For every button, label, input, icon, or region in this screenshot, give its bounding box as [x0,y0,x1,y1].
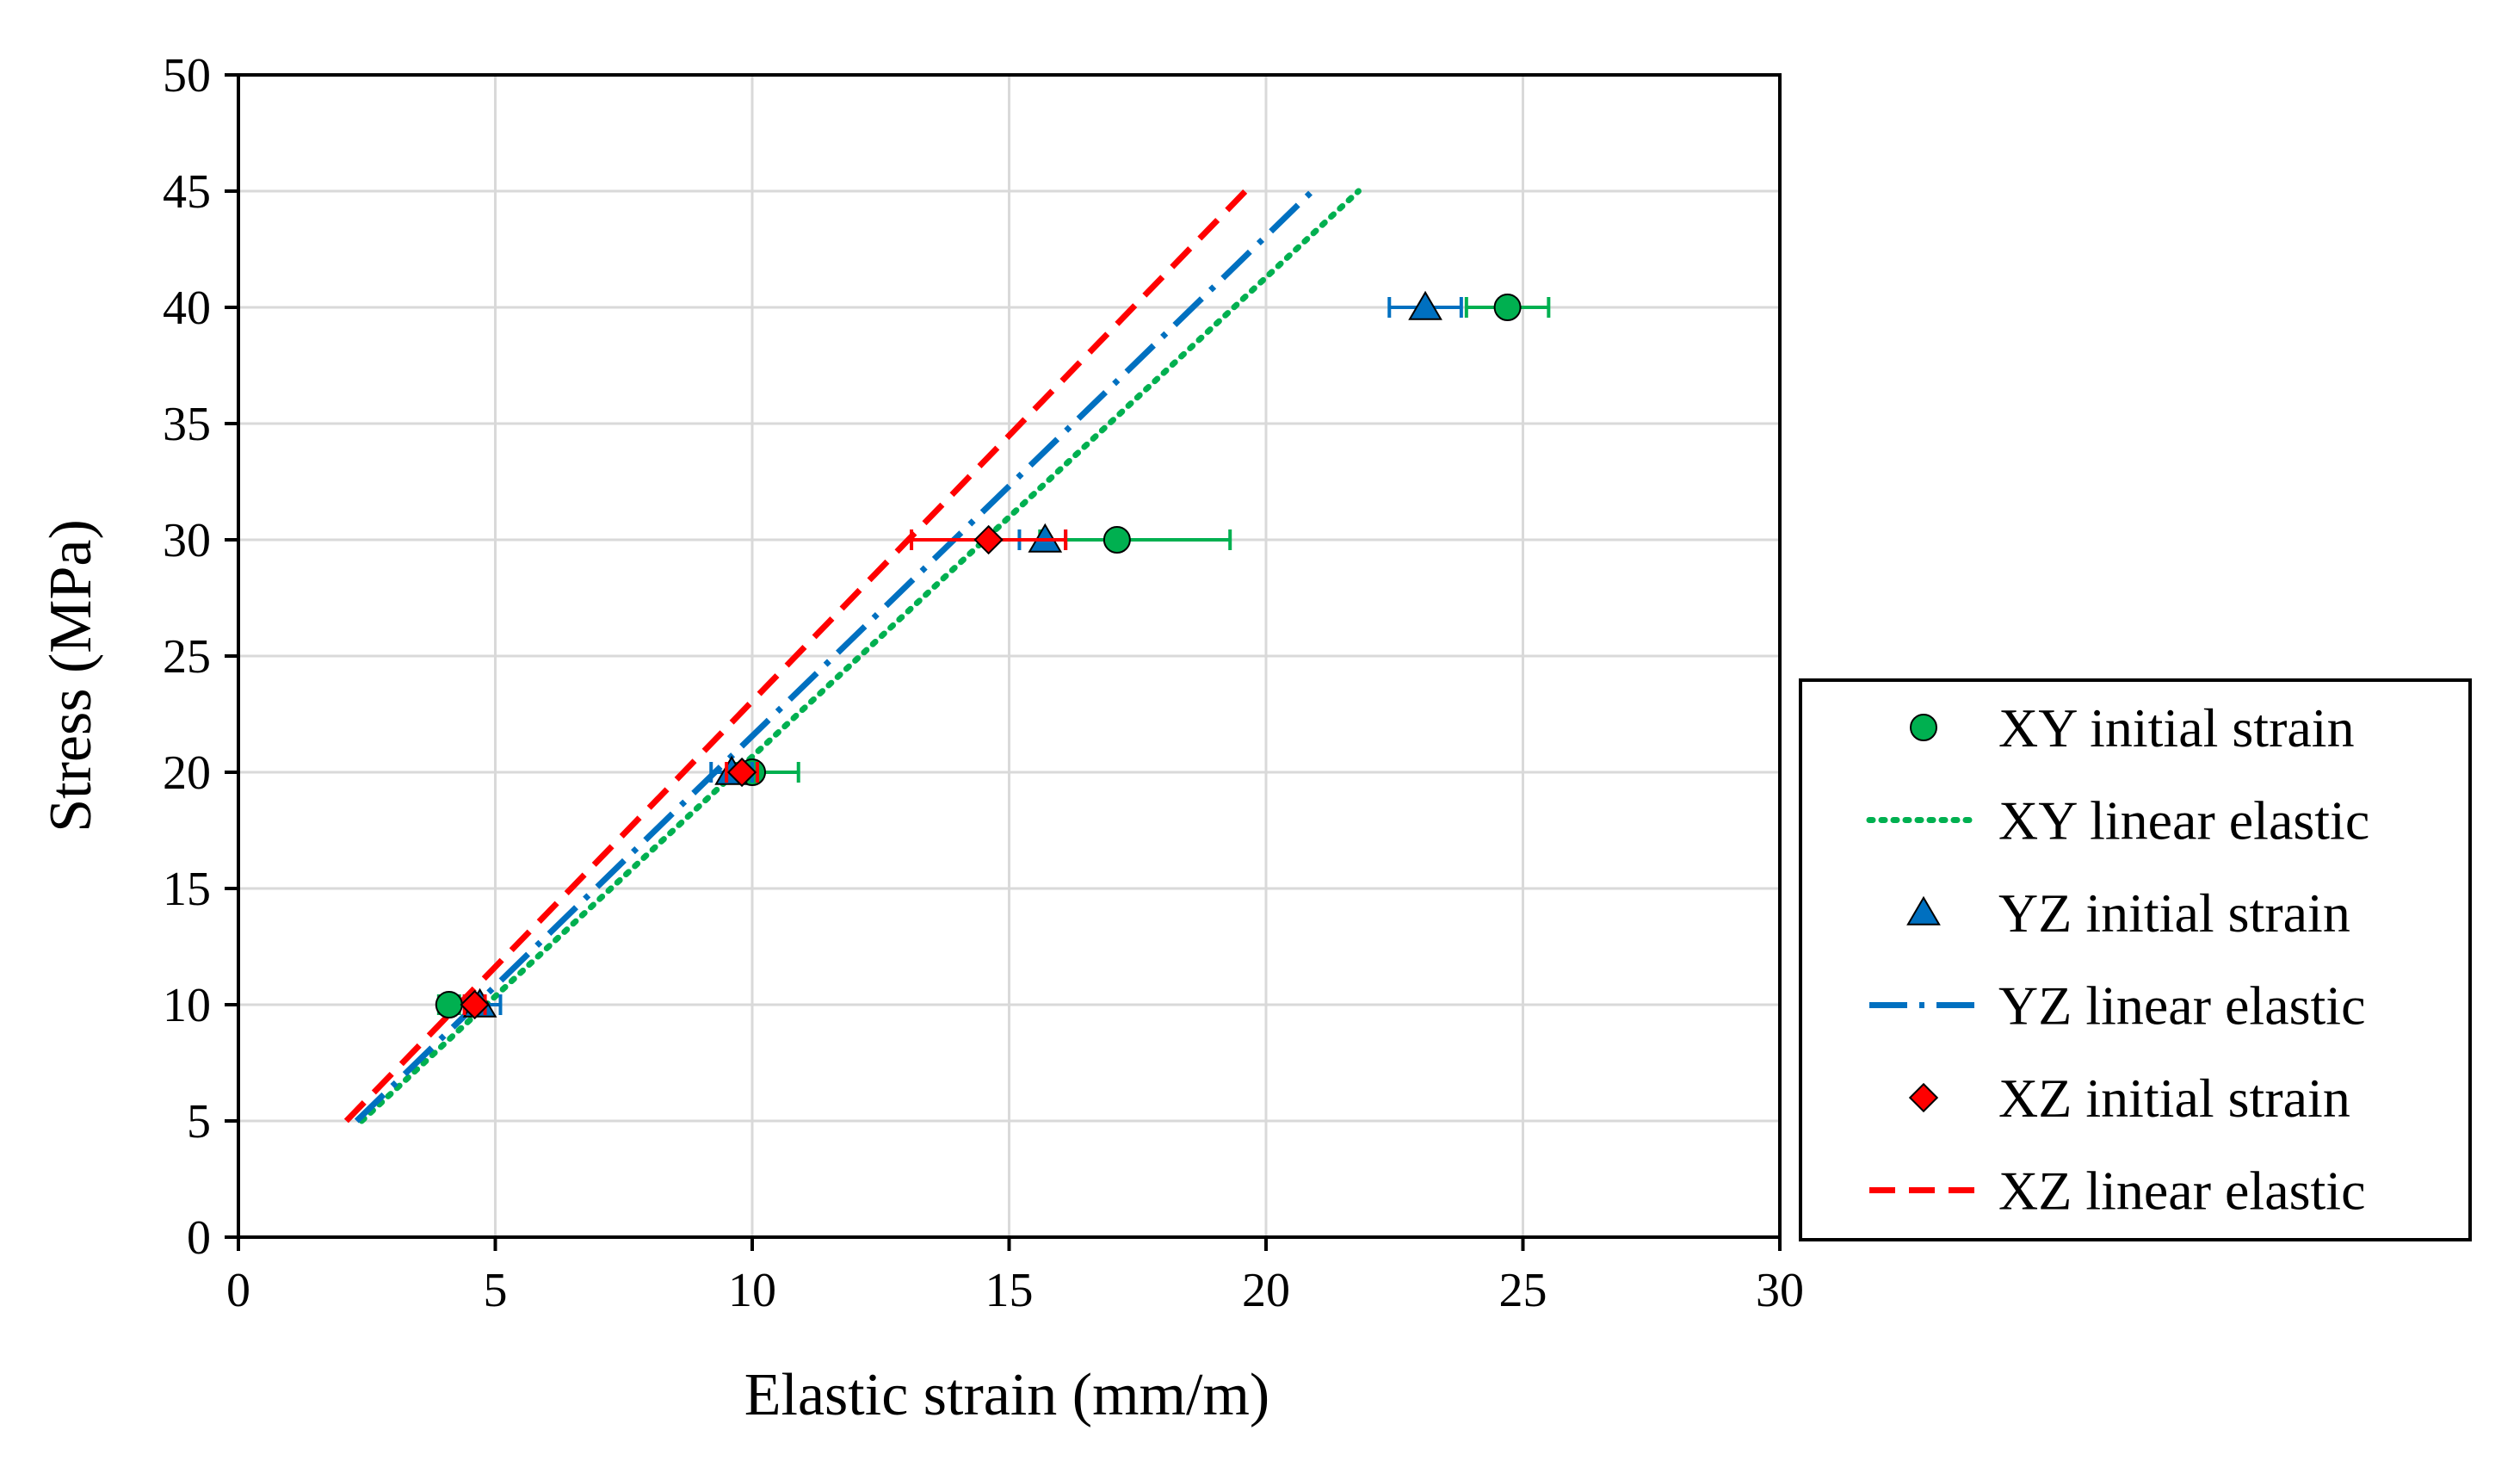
x-tick-label: 30 [1756,1264,1804,1317]
legend-item-xy-initial-strain: XY initial strain [1910,697,2355,758]
series-lines [343,188,1362,1124]
y-tick-label: 20 [163,746,211,800]
legend-label-yz-initial-strain: YZ initial strain [1998,882,2350,944]
y-tick-label: 40 [163,282,211,335]
y-tick-label: 10 [163,979,211,1032]
xy-initial-strain-marker [1493,294,1522,321]
x-axis-ticks: 0 5 10 15 20 25 30 [226,1237,1804,1317]
legend-item-xy-linear-elastic: XY linear elastic [1866,790,2369,851]
y-tick-label: 25 [163,630,211,684]
y-tick-label: 0 [187,1211,211,1265]
xy-initial-strain-point [1464,294,1551,321]
xy-initial-strain-marker [435,991,463,1018]
xz-initial-strain-point [910,524,1068,555]
legend-label-xz-initial-strain: XZ initial strain [1998,1068,2350,1129]
xz-initial-strain-marker [460,989,490,1020]
yz-initial-strain-marker [1408,290,1442,320]
legend-item-yz-initial-strain: YZ initial strain [1906,882,2350,944]
legend-label-yz-linear-elastic: YZ linear elastic [1998,975,2365,1037]
xz-linear-elastic-line [343,189,1248,1124]
y-axis-ticks: 0 5 10 15 20 25 30 35 40 45 50 [163,49,238,1265]
legend-swatch-xy-initial-strain [1910,714,1937,741]
x-tick-label: 0 [226,1264,250,1317]
legend-item-xz-linear-elastic: XZ linear elastic [1869,1161,2365,1222]
x-tick-label: 20 [1242,1264,1290,1317]
x-tick-label: 15 [985,1264,1034,1317]
xy-initial-strain-marker [1102,526,1131,554]
legend-item-yz-linear-elastic: YZ linear elastic [1869,975,2365,1037]
xy-linear-elastic-line [358,188,1362,1124]
x-tick-label: 25 [1499,1264,1547,1317]
xz-initial-strain-point [725,757,759,788]
y-tick-label: 30 [163,514,211,567]
legend-label-xz-linear-elastic: XZ linear elastic [1998,1161,2365,1222]
series-markers [435,290,1551,1020]
xy-initial-strain-point [1038,526,1232,554]
y-axis-title: Stress (MPa) [38,519,104,833]
legend-swatch-xz-initial-strain [1908,1082,1939,1113]
y-tick-label: 50 [163,49,211,102]
xz-initial-strain-marker [973,524,1004,555]
legend-label-xy-initial-strain: XY initial strain [1998,697,2355,758]
x-tick-label: 10 [728,1264,776,1317]
legend-box [1799,678,2472,1241]
y-tick-label: 5 [187,1095,211,1148]
y-tick-label: 45 [163,165,211,219]
legend-swatch-yz-initial-strain [1906,895,1941,926]
y-tick-label: 35 [163,398,211,451]
x-tick-label: 5 [484,1264,508,1317]
xz-initial-strain-point [460,989,490,1020]
yz-linear-elastic-line [354,189,1315,1124]
yz-initial-strain-point [1387,290,1463,320]
x-axis-title: Elastic strain (mm/m) [744,1362,1269,1428]
xy-initial-strain-point [435,991,463,1018]
legend: XY initial strain XY linear elastic YZ ini… [1799,678,2472,1241]
y-tick-label: 15 [163,863,211,916]
legend-item-xz-initial-strain: XZ initial strain [1908,1068,2350,1129]
legend-label-xy-linear-elastic: XY linear elastic [1998,790,2369,851]
xz-initial-strain-marker [726,757,757,788]
